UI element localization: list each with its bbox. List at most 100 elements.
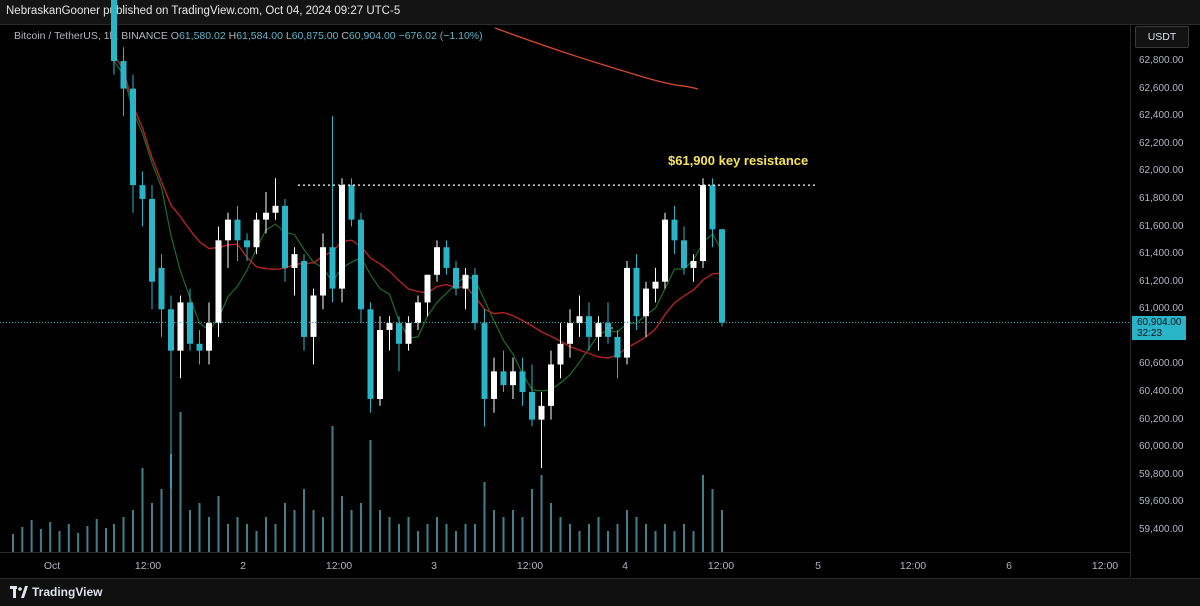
volume-bar: [350, 510, 353, 552]
moving-average-red: [113, 55, 723, 359]
price-tick-label: 62,600.00: [1139, 82, 1184, 94]
candle-body: [339, 185, 345, 289]
volume-bar: [39, 529, 42, 552]
candle-body: [263, 212, 269, 220]
publish-bar: NebraskanGooner published on TradingView…: [0, 0, 1200, 25]
volume-bar: [322, 517, 324, 552]
currency-button[interactable]: USDT: [1135, 26, 1189, 48]
volume-bar: [293, 510, 296, 552]
volume-bar: [21, 527, 24, 552]
price-tick-label: 61,800.00: [1139, 192, 1184, 204]
candle-body: [282, 205, 288, 268]
volume-bar: [521, 517, 524, 552]
volume-bar: [436, 517, 438, 552]
volume-bar: [236, 517, 239, 552]
price-tick-label: 61,600.00: [1139, 220, 1184, 232]
volume-bar: [95, 519, 98, 552]
candle-body: [301, 261, 307, 337]
candle-body: [434, 247, 440, 275]
time-tick-label: 2: [240, 560, 246, 572]
candle-body: [386, 323, 393, 330]
volume-bar: [559, 517, 562, 552]
candle-body: [272, 205, 279, 213]
time-tick-label: 12:00: [134, 560, 162, 572]
volume-bar: [189, 510, 191, 552]
volume-bar: [455, 531, 457, 552]
time-tick-label: 5: [815, 560, 821, 572]
candle-body: [538, 405, 545, 420]
resistance-annotation: $61,900 key resistance: [668, 153, 809, 168]
candle-body: [576, 316, 583, 324]
price-tick-label: 59,600.00: [1139, 496, 1184, 508]
candle-body: [681, 240, 687, 268]
high-value: 61,584.00: [236, 30, 283, 42]
volume-bar: [702, 475, 704, 552]
volume-bar: [711, 489, 714, 552]
price-tick-label: 60,600.00: [1139, 358, 1184, 370]
volume-bar: [331, 426, 334, 552]
time-tick-label: 12:00: [1091, 560, 1119, 572]
volume-bar: [607, 531, 609, 552]
candle-body: [605, 323, 611, 337]
volume-bar: [379, 510, 381, 552]
candle-body: [586, 316, 592, 337]
price-tick-label: 61,400.00: [1139, 248, 1184, 260]
candle-body: [149, 198, 155, 282]
volume-bar: [578, 531, 581, 552]
candle-body: [548, 364, 554, 406]
low-value: 60,875.00: [291, 30, 339, 42]
candle-body: [225, 219, 231, 241]
volume-bar: [626, 510, 628, 552]
candle-body: [614, 336, 621, 358]
volume-bar: [360, 503, 362, 552]
volume-bar: [540, 475, 543, 552]
price-tick-label: 62,200.00: [1139, 137, 1184, 149]
candle-body: [557, 343, 564, 365]
volume-bar: [464, 524, 467, 552]
price-tick-label: 60,000.00: [1139, 441, 1184, 453]
candle-body: [253, 219, 260, 248]
volume-bar: [58, 531, 61, 552]
time-tick-label: 12:00: [899, 560, 927, 572]
candle-body: [453, 267, 459, 289]
candle-body: [405, 323, 412, 344]
price-axis[interactable]: [1130, 24, 1200, 577]
volume-bar: [474, 524, 476, 552]
volume-bar: [217, 496, 220, 552]
volume-bar: [265, 517, 267, 552]
volume-bar: [673, 531, 676, 552]
low-label: L: [285, 30, 292, 42]
volume-bar: [208, 517, 210, 552]
candle-body: [633, 267, 640, 317]
bar-countdown: 32:23: [1137, 328, 1163, 339]
symbol-name[interactable]: Bitcoin / TetherUS, 1h, BINANCE: [14, 30, 168, 42]
volume-bar: [502, 517, 505, 552]
volume-bar: [179, 412, 182, 552]
volume-bar: [160, 489, 163, 552]
time-tick-label: 12:00: [707, 560, 735, 572]
moving-average-green: [113, 60, 723, 392]
volume-bar: [426, 524, 429, 552]
volume-bar: [616, 524, 619, 552]
price-chart[interactable]: [0, 0, 1130, 552]
volume-bar: [645, 524, 647, 552]
time-tick-label: 3: [431, 560, 437, 572]
volume-bar: [683, 524, 685, 552]
candle-body: [424, 274, 431, 303]
candle-body: [671, 219, 678, 241]
candle-body: [196, 343, 203, 351]
tradingview-logo[interactable]: TradingView: [10, 585, 102, 599]
volume-bar: [122, 517, 125, 552]
volume-bar: [12, 534, 14, 552]
candle-body: [481, 323, 488, 399]
time-axis[interactable]: [0, 552, 1130, 577]
candle-body: [234, 219, 241, 241]
price-tick-label: 59,400.00: [1139, 524, 1184, 535]
volume-bar: [417, 531, 419, 552]
tradingview-brand: TradingView: [32, 585, 103, 599]
open-label: O: [170, 30, 179, 42]
price-tick-label: 59,800.00: [1139, 468, 1184, 480]
candle-body: [652, 281, 659, 289]
candle-body: [111, 0, 117, 62]
volume-bar: [284, 503, 286, 552]
